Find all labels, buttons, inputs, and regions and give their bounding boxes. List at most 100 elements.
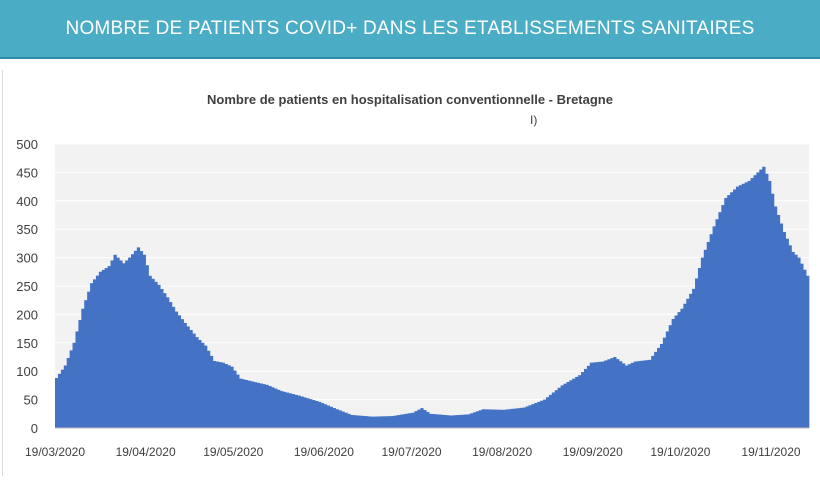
bar: [759, 169, 763, 428]
bar: [689, 293, 693, 428]
bar: [557, 387, 561, 428]
bar: [443, 415, 447, 428]
bar: [467, 414, 471, 428]
bar: [133, 250, 138, 428]
bar: [528, 405, 532, 428]
bar: [791, 251, 795, 428]
bar: [394, 415, 398, 428]
bar: [484, 409, 488, 428]
bar: [242, 379, 246, 428]
bar: [548, 394, 553, 428]
bar: [373, 416, 377, 428]
bar: [461, 414, 465, 428]
bar: [154, 281, 158, 428]
bar: [525, 406, 529, 428]
bar: [420, 408, 424, 428]
bar: [247, 380, 252, 428]
bar: [692, 288, 696, 428]
y-tick-label: 100: [16, 364, 38, 379]
bar: [306, 398, 310, 428]
bar: [256, 382, 260, 428]
bar: [236, 374, 240, 428]
bar: [186, 326, 190, 428]
bar: [122, 263, 126, 428]
bar: [233, 370, 237, 428]
bar: [63, 365, 68, 428]
bar: [572, 378, 576, 428]
bar: [157, 284, 161, 428]
bar: [671, 318, 675, 428]
bar: [429, 413, 433, 428]
bar: [280, 391, 284, 428]
bar: [554, 390, 559, 428]
bar: [712, 226, 716, 428]
bar: [437, 414, 442, 428]
bar: [516, 408, 521, 428]
bar: [697, 268, 702, 428]
bar: [452, 415, 456, 428]
bar: [727, 195, 731, 428]
bar: [209, 355, 214, 428]
bar: [358, 415, 363, 428]
x-tick-label: 19/10/2020: [650, 445, 710, 459]
bar: [309, 399, 313, 428]
bar: [648, 359, 652, 428]
bar: [212, 360, 217, 428]
bar: [490, 409, 494, 428]
bar: [595, 362, 599, 428]
bar: [282, 391, 287, 428]
bar: [303, 397, 307, 428]
bar: [277, 389, 281, 428]
bar: [806, 275, 810, 428]
bar: [475, 411, 480, 428]
bar: [469, 413, 474, 428]
bar: [659, 343, 664, 428]
x-tick-label: 19/03/2020: [25, 445, 85, 459]
bar: [379, 416, 383, 428]
bar: [768, 180, 772, 428]
bar: [616, 359, 620, 428]
bar: [382, 416, 386, 428]
bar: [765, 173, 769, 428]
bar: [399, 414, 404, 428]
bar: [724, 197, 728, 428]
bar: [332, 408, 336, 428]
bar: [329, 406, 333, 428]
bar: [81, 308, 85, 428]
bar: [189, 330, 193, 428]
bar: [57, 373, 62, 428]
bar: [201, 342, 205, 428]
y-tick-label: 350: [16, 222, 38, 237]
y-tick-label: 200: [16, 307, 38, 322]
bar: [426, 411, 430, 428]
bar: [227, 365, 231, 428]
bar: [69, 350, 73, 428]
bar: [575, 376, 579, 428]
bar: [639, 360, 643, 428]
bar: [75, 331, 79, 428]
bar: [347, 413, 351, 428]
bar: [636, 361, 640, 428]
bar: [733, 189, 737, 428]
bar: [312, 400, 316, 428]
bar: [583, 368, 588, 428]
banner-divider: [0, 57, 820, 59]
bar: [110, 260, 114, 428]
bar: [364, 416, 369, 428]
bar: [630, 362, 635, 428]
y-tick-label: 450: [16, 165, 38, 180]
bar: [522, 407, 526, 428]
bar: [367, 416, 371, 428]
bar: [505, 409, 509, 428]
bar: [434, 414, 439, 428]
bar: [361, 415, 366, 428]
bar: [537, 401, 541, 428]
bar: [107, 266, 111, 428]
bar: [230, 366, 234, 428]
bar: [215, 361, 220, 428]
bar: [706, 241, 710, 428]
bar: [414, 411, 418, 428]
bar: [338, 410, 342, 428]
bar: [130, 254, 135, 428]
bar: [621, 363, 626, 428]
